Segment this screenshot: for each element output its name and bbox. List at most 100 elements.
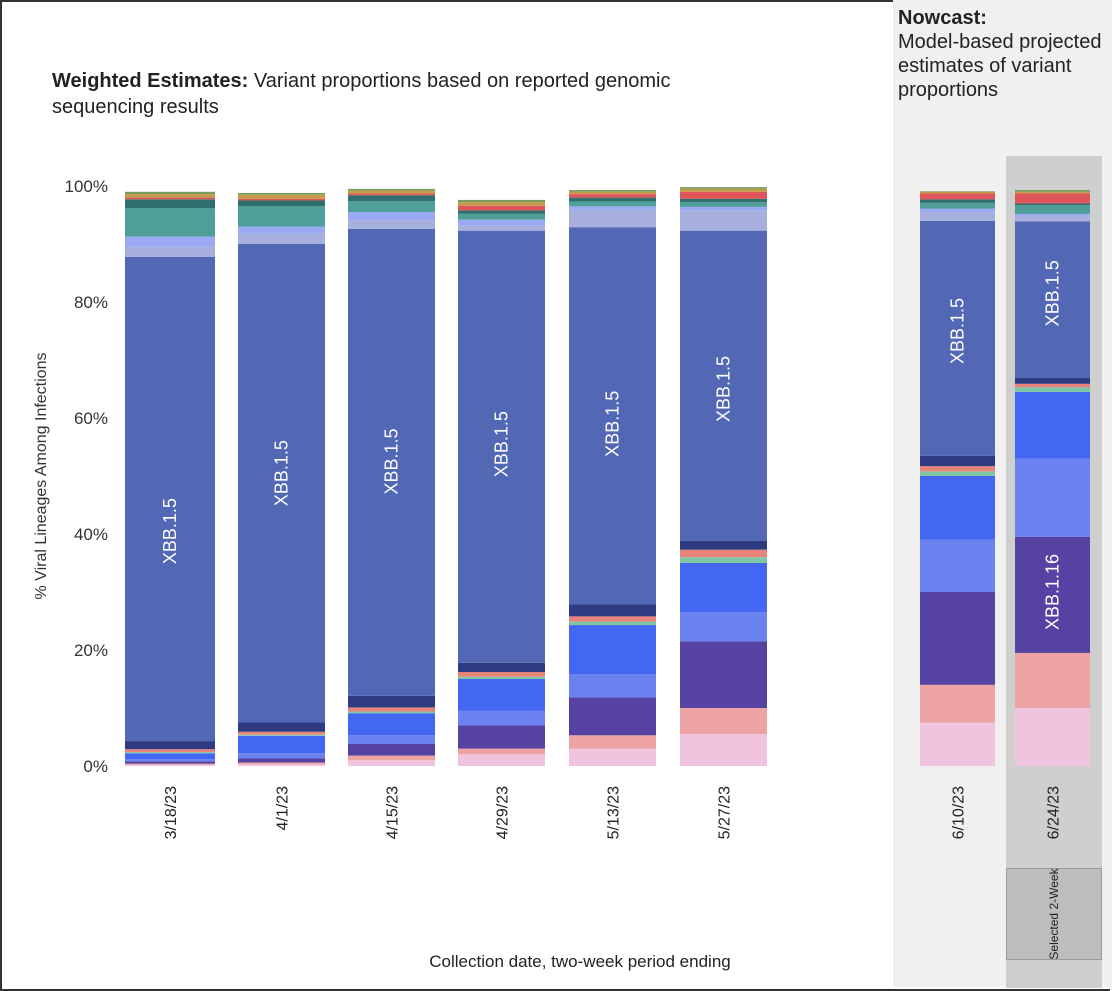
bar-segment-teal_dark [680,198,767,203]
bar-segment-lavender [569,209,656,228]
bar-segment-teal [238,206,325,227]
y-tick-label: 20% [74,641,108,660]
bar-segment-teal [920,202,995,209]
x-tick-label: 5/13/23 [606,786,623,839]
bar-segment-red [569,194,656,198]
bar-segment-xbb15_blue [348,228,435,696]
bar-segment-blue_medium [238,753,325,759]
y-tick-label: 60% [74,409,108,428]
bar-segment-purple [125,761,215,764]
bar-segment-blue_medium [1015,458,1090,537]
bar-segment-purple [1015,536,1090,653]
bar-segment-orange_red [1015,383,1090,388]
y-tick-label: 0% [83,757,108,776]
bar-segment-orange_red [125,749,215,753]
bar-segment-navy [238,722,325,732]
bar-segment-green_light [1015,387,1090,392]
bar-segment-blue_bright [238,735,325,754]
nowcast-title-bold: Nowcast: [898,7,987,29]
nowcast-title: Nowcast: Model-based projected estimates … [898,6,1110,102]
bar-segment-periwinkle [125,236,215,247]
bar-segment-teal_dark [458,210,545,214]
bar-segment-gold [569,191,656,195]
y-axis-label: % Viral Lineages Among Infections [33,353,50,600]
bar-segment-purple [238,758,325,763]
bar-segment-green_light [920,471,995,476]
bar-segment-navy [680,540,767,550]
bar-segment-red [680,191,767,199]
bar-segment-navy [1015,377,1090,384]
bar-segment-xbb15_blue [238,244,325,723]
bar-segment-xbb15_blue [680,230,767,541]
x-tick-label: 4/15/23 [385,786,402,839]
bar-segment-green_light [125,752,215,754]
bar-segment-xbb15_blue [569,227,656,605]
bar-segment-periwinkle [1015,213,1090,216]
bar-segment-green_light [348,711,435,714]
bar-segment-salmon [1015,652,1090,708]
bar-segment-pink_light [125,764,215,766]
weighted-estimates-title-bold: Weighted Estimates: [52,70,249,92]
bar-segment-salmon [125,763,215,765]
x-tick-label: 3/18/23 [163,786,180,839]
bar-annotation-label: XBB.1.5 [492,411,512,477]
bar-annotation-label: XBB.1.5 [272,440,292,506]
bar-segment-lavender [1015,215,1090,222]
bar-segment-pink_light [680,734,767,766]
bar-segment-blue_bright [680,563,767,613]
bar-segment-periwinkle [569,206,656,210]
bar-annotation-label: XBB.1.5 [603,391,623,457]
bar-segment-lavender [680,210,767,231]
bar-segment-orange_red [238,731,325,735]
bar-segment-periwinkle [680,206,767,211]
bar-segment-xbb15_blue [1015,221,1090,378]
bar-annotation-label: XBB.1.5 [948,298,968,364]
bar-segment-gold [920,191,995,194]
y-tick-label: 80% [74,293,108,312]
bar-segment-blue_medium [125,759,215,762]
bar-segment-olive [920,191,995,192]
bar-segment-orange_red [458,672,545,677]
bar-segment-navy [920,455,995,467]
bar-segment-pink_light [238,764,325,766]
bar-segment-red [125,197,215,200]
bar-segment-periwinkle [238,226,325,234]
bar-segment-lavender [920,212,995,221]
bar-segment-teal [348,201,435,213]
bar-annotation-label: XBB.1.5 [160,498,180,564]
y-tick-label: 40% [74,525,108,544]
bar-segment-teal_dark [569,197,656,202]
bar-segment-gold [1015,191,1090,194]
bar-segment-purple [348,743,435,756]
bar-segment-orange_red [920,466,995,472]
bar-segment-orange_red [569,616,656,622]
bar-segment-navy [458,662,545,673]
bar-segment-navy [348,695,435,708]
bar-segment-olive [458,199,545,203]
x-tick-label: 5/27/23 [717,786,734,839]
x-axis-label: Collection date, two-week period ending [429,952,731,971]
bar-segment-orange_red [680,549,767,558]
bar-segment-red [238,198,325,201]
bar-segment-salmon [680,708,767,735]
bar-segment-gold [458,202,545,206]
bar-segment-periwinkle [920,208,995,213]
bar-segment-blue_medium [348,735,435,744]
bar-segment-gold [125,194,215,198]
bar-segment-red [348,193,435,196]
bar-segment-teal_dark [1015,203,1090,206]
bar-segment-blue_bright [458,679,545,711]
bar-segment-olive [238,192,325,195]
bar-segment-salmon [920,684,995,723]
bar-segment-teal [458,213,545,220]
bar-segment-lavender [125,246,215,257]
bar-segment-xbb15_blue [125,256,215,742]
bar-segment-periwinkle [458,219,545,226]
bar-segment-blue_medium [680,612,767,642]
bar-segment-teal [1015,205,1090,214]
bar-segment-xbb15_blue [920,220,995,456]
bar-segment-salmon [458,748,545,755]
bar-segment-lavender [458,225,545,231]
bar-segment-navy [569,604,656,617]
